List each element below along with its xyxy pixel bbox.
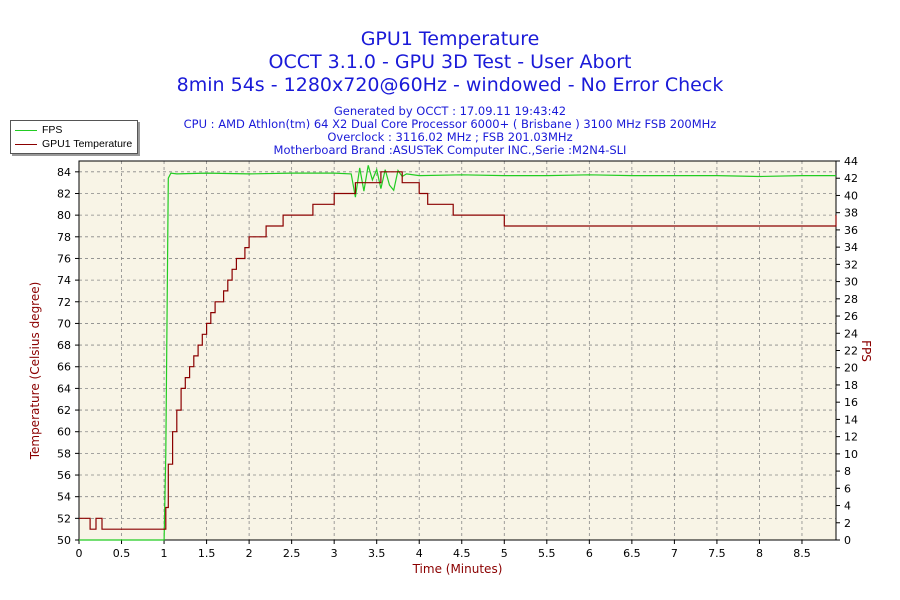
y2-tick-label: 42 bbox=[844, 172, 858, 185]
legend-item-fps: FPS bbox=[15, 123, 62, 137]
y2-tick-label: 38 bbox=[844, 207, 858, 220]
y-tick-label: 58 bbox=[57, 447, 71, 460]
info-overclock: Overclock : 3116.02 MHz ; FSB 201.03MHz bbox=[327, 130, 573, 144]
y-axis-label: Temperature (Celsius degree) bbox=[28, 282, 42, 461]
fps-series-line bbox=[79, 165, 836, 541]
y2-tick-label: 28 bbox=[844, 293, 858, 306]
y2-tick-label: 20 bbox=[844, 362, 858, 375]
x-tick-label: 7 bbox=[671, 547, 678, 560]
y2-tick-label: 32 bbox=[844, 258, 858, 271]
x-tick-label: 2 bbox=[246, 547, 253, 560]
y2-axis-label: FPS bbox=[859, 340, 873, 362]
y-tick-label: 72 bbox=[57, 296, 71, 309]
x-tick-label: 3.5 bbox=[368, 547, 386, 560]
x-tick-label: 5 bbox=[501, 547, 508, 560]
y2-tick-label: 36 bbox=[844, 224, 858, 237]
legend-label-temperature: GPU1 Temperature bbox=[42, 138, 133, 150]
legend-swatch-fps bbox=[15, 129, 37, 131]
plot-area bbox=[79, 161, 836, 540]
chart-legend: FPS GPU1 Temperature bbox=[10, 120, 138, 154]
y-tick-label: 50 bbox=[57, 534, 71, 547]
y2-tick-label: 30 bbox=[844, 276, 858, 289]
y-tick-label: 64 bbox=[57, 382, 71, 395]
x-tick-label: 1 bbox=[161, 547, 168, 560]
y2-tick-label: 14 bbox=[844, 413, 858, 426]
y-tick-label: 56 bbox=[57, 469, 71, 482]
y2-tick-label: 8 bbox=[844, 465, 851, 478]
y-tick-label: 54 bbox=[57, 491, 71, 504]
y2-tick-label: 2 bbox=[844, 517, 851, 530]
x-tick-label: 4.5 bbox=[453, 547, 471, 560]
x-tick-label: 0.5 bbox=[113, 547, 131, 560]
x-tick-label: 1.5 bbox=[198, 547, 216, 560]
y2-tick-label: 34 bbox=[844, 241, 858, 254]
y2-tick-label: 18 bbox=[844, 379, 858, 392]
legend-label-fps: FPS bbox=[42, 124, 63, 136]
y2-tick-label: 16 bbox=[844, 396, 858, 409]
chart-subtitle-run: 8min 54s - 1280x720@60Hz - windowed - No… bbox=[176, 74, 724, 96]
chart-subtitle-test: OCCT 3.1.0 - GPU 3D Test - User Abort bbox=[268, 51, 632, 73]
legend-item-temperature: GPU1 Temperature bbox=[15, 137, 132, 151]
y2-tick-label: 6 bbox=[844, 482, 851, 495]
y2-tick-label: 24 bbox=[844, 327, 858, 340]
y2-tick-label: 26 bbox=[844, 310, 858, 323]
x-tick-label: 3 bbox=[331, 547, 338, 560]
y-tick-label: 60 bbox=[57, 426, 71, 439]
x-tick-label: 2.5 bbox=[283, 547, 301, 560]
y-tick-label: 68 bbox=[57, 339, 71, 352]
x-tick-label: 5.5 bbox=[538, 547, 556, 560]
y-tick-label: 74 bbox=[57, 274, 71, 287]
y2-tick-label: 4 bbox=[844, 500, 851, 513]
y-tick-label: 62 bbox=[57, 404, 71, 417]
info-motherboard: Motherboard Brand :ASUSTeK Computer INC.… bbox=[273, 143, 627, 157]
y-tick-label: 70 bbox=[57, 317, 71, 330]
x-tick-label: 8 bbox=[756, 547, 763, 560]
x-tick-label: 6 bbox=[586, 547, 593, 560]
x-tick-label: 4 bbox=[416, 547, 423, 560]
y-tick-label: 80 bbox=[57, 209, 71, 222]
x-tick-label: 7.5 bbox=[708, 547, 726, 560]
temperature-series-line bbox=[79, 171, 837, 530]
y-tick-label: 82 bbox=[57, 187, 71, 200]
y-tick-label: 52 bbox=[57, 512, 71, 525]
legend-swatch-temperature bbox=[15, 143, 37, 145]
info-generated: Generated by OCCT : 17.09.11 19:43:42 bbox=[333, 104, 567, 118]
y-tick-label: 78 bbox=[57, 231, 71, 244]
y2-tick-label: 22 bbox=[844, 345, 858, 358]
y-tick-label: 84 bbox=[57, 166, 71, 179]
y2-tick-label: 40 bbox=[844, 189, 858, 202]
info-cpu: CPU : AMD Athlon(tm) 64 X2 Dual Core Pro… bbox=[183, 117, 717, 131]
y-tick-label: 66 bbox=[57, 361, 71, 374]
y-tick-label: 76 bbox=[57, 252, 71, 265]
y2-tick-label: 44 bbox=[844, 155, 858, 168]
x-tick-label: 0 bbox=[76, 547, 83, 560]
x-axis-label: Time (Minutes) bbox=[412, 562, 503, 576]
y2-tick-label: 12 bbox=[844, 431, 858, 444]
x-tick-label: 8.5 bbox=[793, 547, 811, 560]
y2-tick-label: 0 bbox=[844, 534, 851, 547]
x-tick-label: 6.5 bbox=[623, 547, 641, 560]
y2-tick-label: 10 bbox=[844, 448, 858, 461]
chart-title: GPU1 Temperature bbox=[360, 28, 540, 50]
